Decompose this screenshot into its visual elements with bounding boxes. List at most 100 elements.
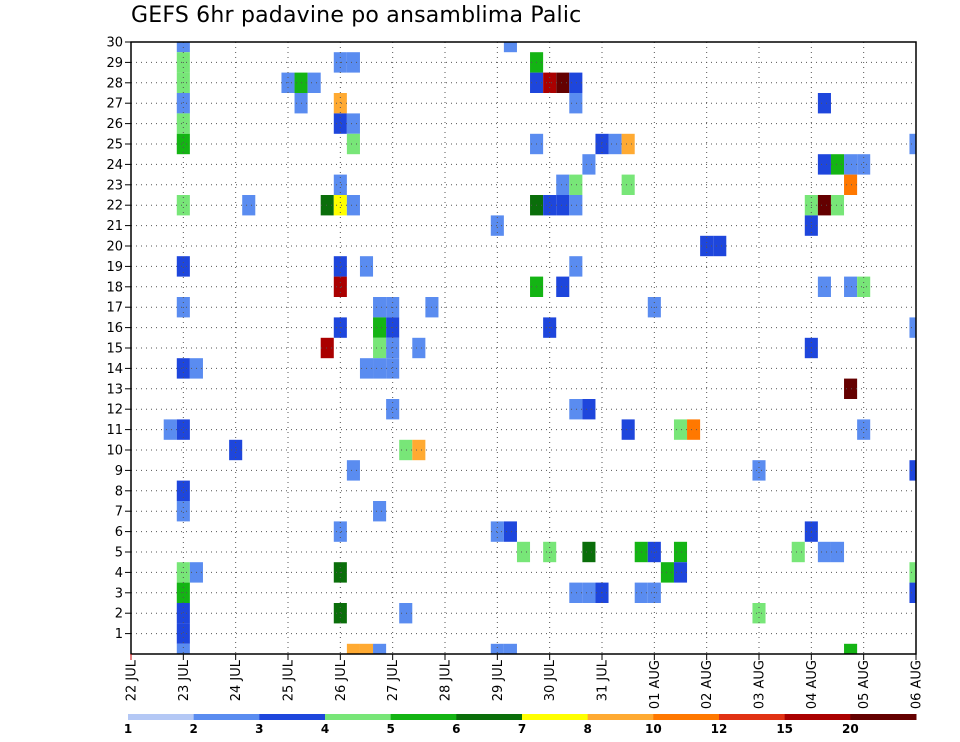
heatmap-cell	[844, 276, 858, 297]
heatmap-cell	[346, 195, 360, 216]
heatmap-cell	[569, 72, 583, 93]
colorbar-swatch	[719, 714, 786, 720]
heatmap-cell	[817, 195, 831, 216]
heatmap-cell	[373, 337, 387, 359]
heatmap-cell	[320, 337, 334, 359]
heatmap-cell	[857, 419, 871, 440]
heatmap-cell	[660, 562, 674, 583]
heatmap-cell	[176, 113, 190, 134]
y-tick-label: 14	[106, 362, 123, 377]
heatmap-cell	[752, 603, 766, 624]
colorbar-label: 20	[842, 722, 859, 736]
heatmap-cell	[333, 603, 347, 624]
heatmap-cell	[346, 643, 360, 654]
heatmap-cell	[569, 256, 583, 277]
heatmap-cell	[608, 133, 622, 155]
y-tick-label: 28	[106, 76, 123, 91]
heatmap-cell	[857, 154, 871, 175]
heatmap-cell	[386, 399, 400, 420]
heatmap-cell	[556, 72, 570, 93]
heatmap-cell	[582, 541, 596, 563]
heatmap-cell	[621, 419, 635, 440]
colorbar-swatch	[784, 714, 851, 720]
heatmap-cell	[176, 603, 190, 624]
y-tick-label: 19	[106, 260, 123, 275]
heatmap-cell	[687, 419, 701, 440]
heatmap-cell	[333, 256, 347, 277]
y-tick-label: 30	[106, 36, 123, 51]
heatmap-cell	[516, 541, 531, 563]
colorbar-label: 4	[321, 722, 329, 736]
heatmap-cell	[176, 623, 190, 644]
heatmap-cell	[346, 52, 360, 73]
heatmap-cell	[844, 643, 858, 654]
colorbar-swatch	[587, 714, 654, 720]
x-tick-label: 27 JUL	[386, 659, 401, 701]
heatmap-cell	[503, 643, 517, 654]
heatmap-cell	[582, 399, 596, 420]
heatmap-cell	[673, 419, 688, 440]
colorbar: 1 2 3 4 5 6 7 8 10 12 15 20	[124, 714, 917, 736]
y-tick-label: 8	[115, 484, 123, 499]
heatmap-cell	[844, 154, 858, 175]
y-tick-label: 11	[106, 423, 123, 438]
heatmap-cell	[163, 419, 177, 440]
colorbar-label: 5	[386, 722, 394, 736]
heatmap-cell	[752, 460, 766, 481]
heatmap-cell	[176, 93, 190, 114]
heatmap-cell	[333, 174, 347, 195]
y-tick-label: 13	[106, 382, 123, 397]
heatmap-cell	[176, 419, 190, 440]
colorbar-swatch	[850, 714, 917, 720]
y-tick-label: 3	[115, 586, 123, 601]
heatmap-cell	[242, 195, 256, 216]
heatmap-cell	[582, 582, 596, 603]
heatmap-cell	[412, 439, 426, 461]
heatmap-cell	[909, 133, 916, 155]
heatmap-cell	[569, 195, 583, 216]
y-tick-label: 23	[106, 178, 123, 193]
heatmap-cell	[176, 480, 190, 501]
heatmap-cell	[582, 154, 596, 175]
heatmap-cell	[830, 195, 845, 216]
heatmap-cell	[320, 195, 334, 216]
colorbar-label: 2	[189, 722, 197, 736]
colorbar-label: 1	[124, 722, 132, 736]
colorbar-swatch	[456, 714, 523, 720]
heatmap-cell	[569, 174, 583, 195]
colorbar-swatch	[522, 714, 589, 720]
y-tick-label: 24	[106, 158, 123, 173]
y-tick-label: 5	[115, 546, 123, 561]
colorbar-swatch	[325, 714, 392, 720]
heatmap-cell	[176, 501, 190, 522]
x-tick-label: 23 JUL	[177, 659, 192, 701]
x-tick-label: 05 AUG	[857, 660, 872, 709]
heatmap-cell	[490, 215, 504, 236]
heatmap-cell	[791, 541, 805, 563]
heatmap-cell	[713, 235, 727, 257]
x-tick-label: 28 JUL	[439, 659, 454, 701]
y-tick-label: 12	[106, 403, 123, 418]
heatmap-cell	[503, 42, 517, 53]
heatmap-cell	[176, 195, 190, 216]
heatmap-cell	[229, 439, 243, 461]
x-tick-label: 04 AUG	[805, 660, 820, 709]
y-tick-label: 15	[106, 342, 123, 357]
heatmap-cell	[399, 439, 413, 461]
heatmap-cell	[333, 195, 347, 216]
heatmap-cell	[817, 93, 831, 114]
heatmap-cell	[569, 582, 583, 603]
heatmap-cell	[909, 562, 916, 583]
heatmap-cell	[176, 133, 190, 155]
y-tick-label: 20	[106, 240, 123, 255]
y-tick-label: 4	[115, 566, 123, 581]
heatmap-cell	[621, 133, 635, 155]
x-tick-label: 26 JUL	[334, 659, 349, 701]
y-tick-label: 29	[106, 56, 123, 71]
x-tick-label: 25 JUL	[282, 659, 297, 701]
x-tick-label: 24 JUL	[229, 659, 244, 701]
y-tick-label: 21	[106, 219, 123, 234]
heatmap-cell	[307, 72, 321, 93]
colorbar-swatch	[128, 714, 195, 720]
